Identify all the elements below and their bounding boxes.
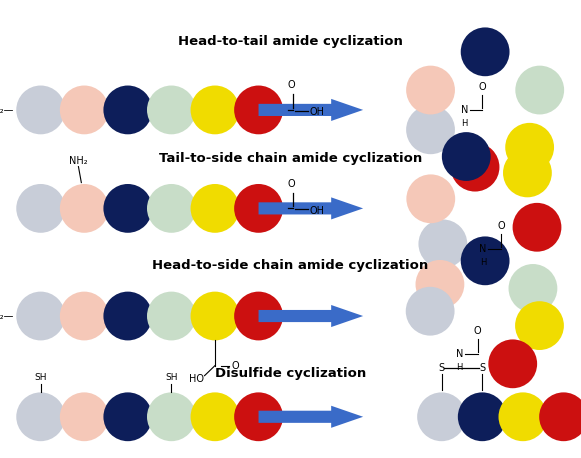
Ellipse shape bbox=[60, 292, 109, 340]
Text: O: O bbox=[288, 80, 296, 90]
Ellipse shape bbox=[512, 203, 561, 251]
Text: H: H bbox=[457, 363, 463, 372]
Ellipse shape bbox=[16, 292, 65, 340]
Ellipse shape bbox=[406, 105, 455, 154]
Text: NH₂—: NH₂— bbox=[0, 311, 13, 321]
Ellipse shape bbox=[451, 143, 500, 191]
Ellipse shape bbox=[503, 148, 552, 197]
Ellipse shape bbox=[539, 393, 581, 441]
Ellipse shape bbox=[505, 123, 554, 172]
Ellipse shape bbox=[234, 393, 283, 441]
Text: O: O bbox=[474, 326, 482, 336]
FancyArrow shape bbox=[259, 197, 363, 219]
Ellipse shape bbox=[234, 86, 283, 134]
Text: N: N bbox=[461, 105, 468, 115]
Ellipse shape bbox=[515, 65, 564, 114]
Ellipse shape bbox=[442, 132, 491, 181]
Text: N: N bbox=[456, 349, 464, 359]
Ellipse shape bbox=[16, 184, 65, 233]
Ellipse shape bbox=[60, 184, 109, 233]
Ellipse shape bbox=[191, 393, 239, 441]
Ellipse shape bbox=[147, 86, 196, 134]
Ellipse shape bbox=[498, 393, 547, 441]
Ellipse shape bbox=[234, 292, 283, 340]
Ellipse shape bbox=[417, 393, 466, 441]
Ellipse shape bbox=[461, 27, 510, 76]
Ellipse shape bbox=[458, 393, 507, 441]
Ellipse shape bbox=[60, 393, 109, 441]
Ellipse shape bbox=[191, 292, 239, 340]
Ellipse shape bbox=[406, 287, 454, 336]
Text: O: O bbox=[231, 360, 239, 371]
Ellipse shape bbox=[147, 184, 196, 233]
Ellipse shape bbox=[16, 393, 65, 441]
Text: H: H bbox=[480, 258, 486, 267]
Text: O: O bbox=[479, 82, 486, 92]
Ellipse shape bbox=[418, 219, 467, 268]
Text: N: N bbox=[479, 244, 487, 254]
Ellipse shape bbox=[103, 86, 152, 134]
Ellipse shape bbox=[406, 174, 455, 223]
Ellipse shape bbox=[415, 260, 464, 309]
Ellipse shape bbox=[147, 292, 196, 340]
Text: O: O bbox=[497, 221, 505, 231]
FancyArrow shape bbox=[259, 305, 363, 327]
Text: OH: OH bbox=[310, 107, 325, 117]
Ellipse shape bbox=[508, 264, 557, 313]
Text: Tail-to-side chain amide cyclization: Tail-to-side chain amide cyclization bbox=[159, 152, 422, 164]
Text: NH₂: NH₂ bbox=[69, 156, 88, 166]
Ellipse shape bbox=[191, 86, 239, 134]
Ellipse shape bbox=[461, 236, 510, 285]
Text: H: H bbox=[461, 119, 468, 128]
Text: SH: SH bbox=[34, 373, 47, 382]
Text: NH₂—: NH₂— bbox=[0, 105, 13, 115]
Text: S: S bbox=[479, 363, 485, 373]
Ellipse shape bbox=[60, 86, 109, 134]
Ellipse shape bbox=[147, 393, 196, 441]
Ellipse shape bbox=[103, 292, 152, 340]
Text: S: S bbox=[439, 363, 444, 373]
Ellipse shape bbox=[103, 393, 152, 441]
Text: HO: HO bbox=[189, 374, 204, 384]
Text: SH: SH bbox=[165, 373, 178, 382]
Ellipse shape bbox=[488, 339, 537, 388]
Text: Head-to-tail amide cyclization: Head-to-tail amide cyclization bbox=[178, 35, 403, 48]
Ellipse shape bbox=[16, 86, 65, 134]
FancyArrow shape bbox=[259, 99, 363, 121]
Text: Disulfide cyclization: Disulfide cyclization bbox=[215, 367, 366, 380]
Ellipse shape bbox=[234, 184, 283, 233]
Ellipse shape bbox=[515, 301, 564, 350]
Ellipse shape bbox=[406, 65, 455, 114]
Ellipse shape bbox=[103, 184, 152, 233]
FancyArrow shape bbox=[259, 406, 363, 428]
Ellipse shape bbox=[191, 184, 239, 233]
Text: OH: OH bbox=[310, 206, 325, 216]
Text: O: O bbox=[288, 179, 296, 189]
Text: Head-to-side chain amide cyclization: Head-to-side chain amide cyclization bbox=[152, 259, 429, 272]
